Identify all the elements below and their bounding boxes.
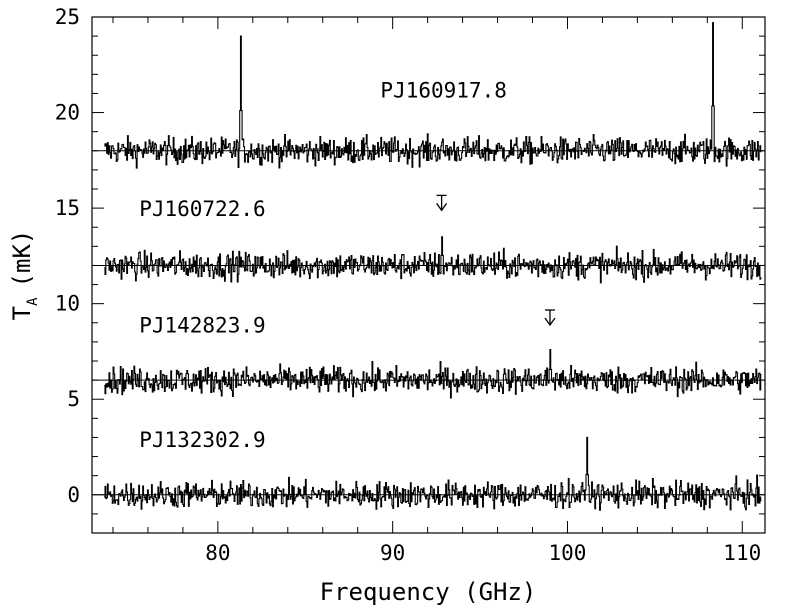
y-tick-label: 15 — [55, 196, 80, 220]
y-axis-title: TA (mK) — [8, 230, 41, 321]
axis-tick-labels: 80 90 100 110 0 5 10 15 20 25 — [55, 5, 762, 565]
x-tick-label: 100 — [549, 541, 587, 565]
x-tick-label: 80 — [205, 541, 230, 565]
y-axis-unit: (mK) — [8, 230, 36, 288]
spectrum-pj142823-9 — [104, 348, 762, 399]
y-tick-label: 10 — [55, 292, 80, 316]
x-axis-title: Frequency (GHz) — [320, 578, 537, 606]
spectrum-pj132302-9 — [104, 436, 762, 511]
spectrum-label-pj160722-6: PJ160722.6 — [139, 197, 265, 221]
svg-text:TA(mK): TA (mK) — [8, 230, 41, 321]
line-marker-pj160722-6 — [436, 194, 448, 212]
y-axis-symbol: T — [8, 306, 36, 320]
x-tick-label: 110 — [723, 541, 761, 565]
x-tick-label: 90 — [380, 541, 405, 565]
spectrum-label-pj132302-9: PJ132302.9 — [139, 428, 265, 452]
spectrum-pj160722-6 — [104, 236, 762, 284]
spectrum-pj160917-8 — [104, 22, 762, 169]
marker-layer — [436, 194, 556, 327]
spectrum-label-pj160917-8: PJ160917.8 — [380, 78, 506, 102]
y-tick-label: 0 — [67, 483, 80, 507]
y-tick-label: 20 — [55, 101, 80, 125]
spectrum-labels: PJ160917.8 PJ160722.6 PJ142823.9 PJ132302.9 — [139, 78, 507, 452]
axis-ticks — [92, 16, 765, 534]
plot-frame — [91, 16, 766, 534]
y-axis-subscript: A — [25, 297, 41, 306]
y-tick-label: 25 — [55, 5, 80, 29]
y-tick-label: 5 — [67, 387, 80, 411]
line-marker-pj142823-9 — [544, 309, 556, 327]
spectrum-label-pj142823-9: PJ142823.9 — [139, 313, 265, 337]
baseline-layer — [92, 150, 765, 496]
